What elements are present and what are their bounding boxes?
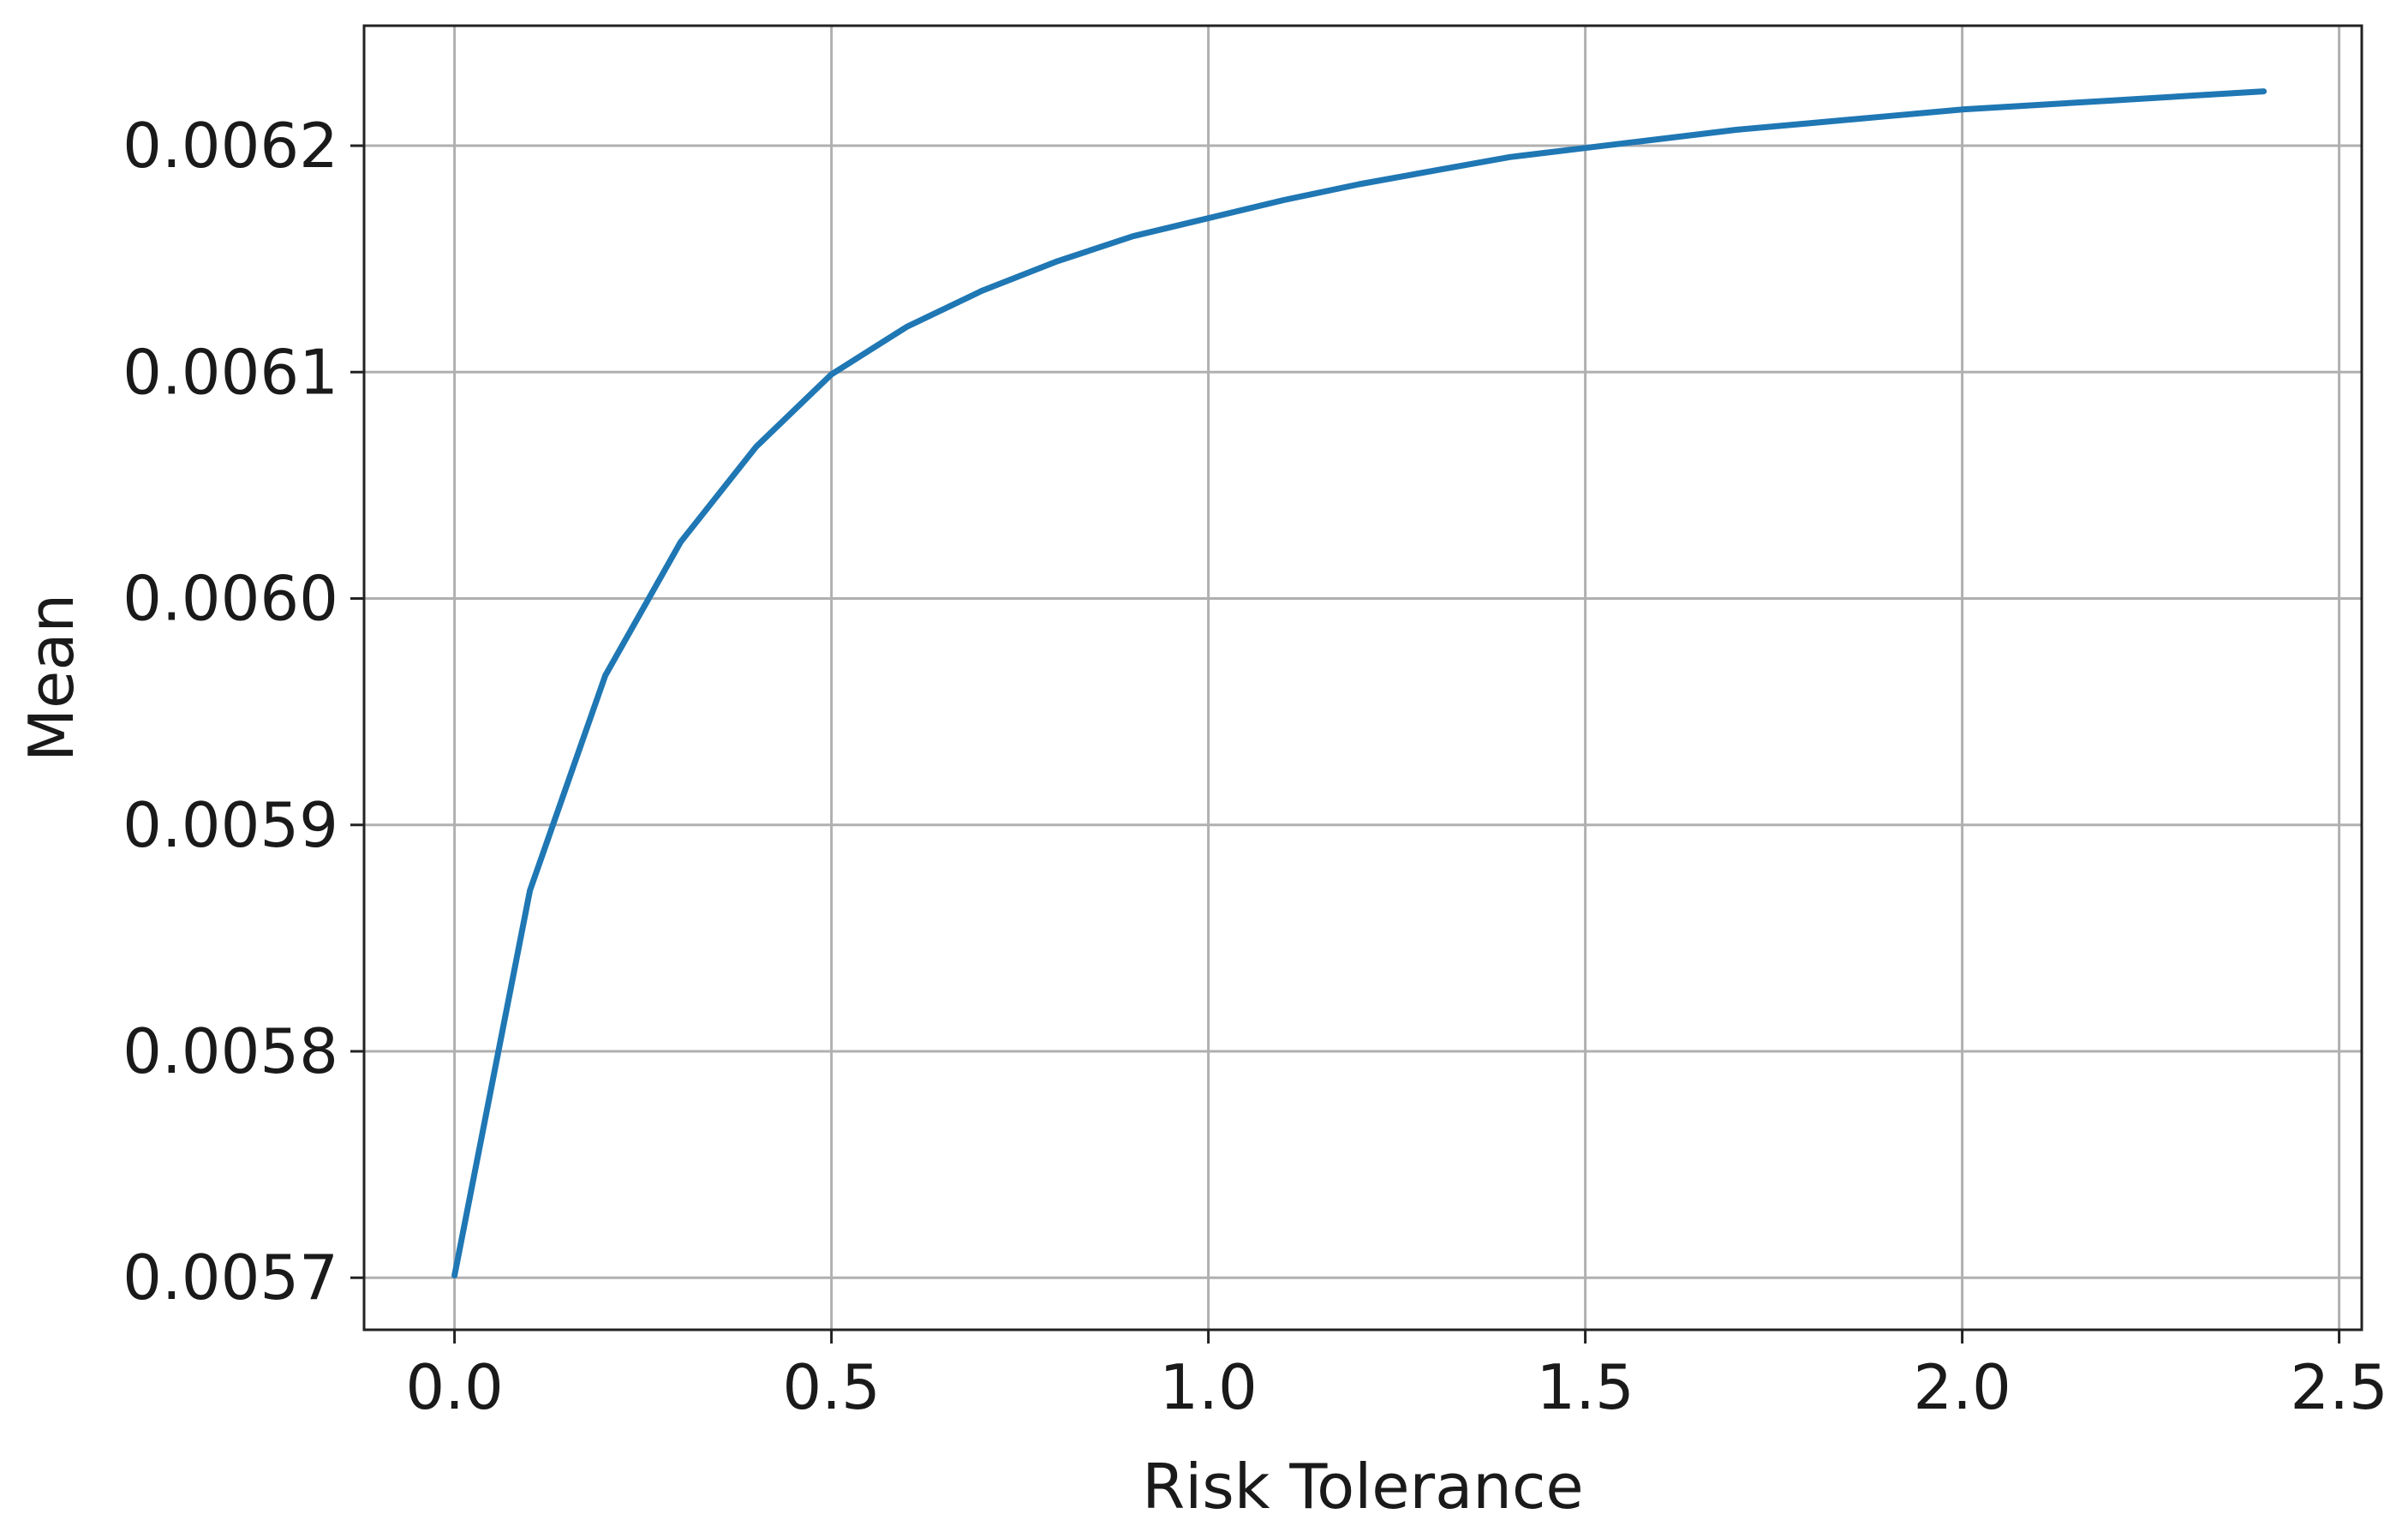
series-layer — [451, 88, 2268, 1279]
y-tick-label: 0.0062 — [122, 110, 338, 182]
x-tick-label: 2.5 — [2290, 1351, 2388, 1423]
y-tick-label: 0.0057 — [122, 1242, 338, 1314]
y-axis-label: Mean — [15, 594, 87, 762]
x-tick-label: 2.0 — [1913, 1351, 2011, 1423]
ticks-layer: 0.0 0.5 1.0 1.5 2.0 2.5 0.0057 0.0058 0.0059 0.00… — [122, 110, 2388, 1423]
grid-layer — [364, 26, 2362, 1330]
x-tick-label: 1.5 — [1536, 1351, 1634, 1423]
x-tick-label: 1.0 — [1159, 1351, 1258, 1423]
series-line — [451, 88, 2268, 1279]
y-tick-label: 0.0060 — [122, 563, 338, 635]
plot-frame — [362, 24, 2363, 1332]
x-tick-label: 0.0 — [405, 1351, 504, 1423]
y-tick-label: 0.0059 — [122, 789, 338, 861]
x-tick-label: 0.5 — [782, 1351, 881, 1423]
y-tick-label: 0.0061 — [122, 336, 338, 408]
y-tick-label: 0.0058 — [122, 1015, 338, 1087]
x-axis-label: Risk Tolerance — [1142, 1451, 1583, 1523]
